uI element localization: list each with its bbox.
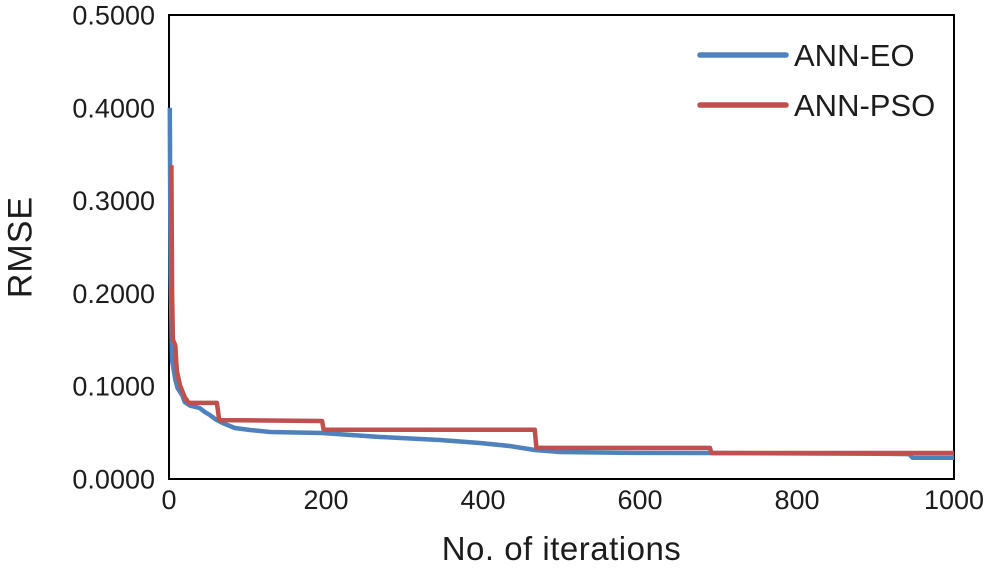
y-tick-label: 0.2000 <box>72 279 155 309</box>
x-tick-label: 800 <box>774 485 819 515</box>
y-tick-label: 0.1000 <box>72 372 155 402</box>
x-tick-label: 0 <box>161 485 176 515</box>
x-tick-label: 600 <box>617 485 662 515</box>
legend-label-ann-pso: ANN-PSO <box>794 88 935 123</box>
y-axis-title: RMSE <box>1 195 40 299</box>
y-tick-label: 0.3000 <box>72 186 155 216</box>
x-tick-label: 400 <box>460 485 505 515</box>
plot-frame <box>168 14 955 480</box>
series-line-ann-eo <box>167 107 955 461</box>
series-line-ann-pso <box>169 165 954 456</box>
x-tick-label: 1000 <box>924 485 984 515</box>
y-tick-label: 0.0000 <box>72 465 155 495</box>
x-tick-label: 200 <box>303 485 348 515</box>
y-tick-label: 0.5000 <box>72 1 155 31</box>
y-tick-label: 0.4000 <box>72 93 155 123</box>
legend-label-ann-eo: ANN-EO <box>794 38 915 73</box>
x-axis-title: No. of iterations <box>441 530 682 567</box>
